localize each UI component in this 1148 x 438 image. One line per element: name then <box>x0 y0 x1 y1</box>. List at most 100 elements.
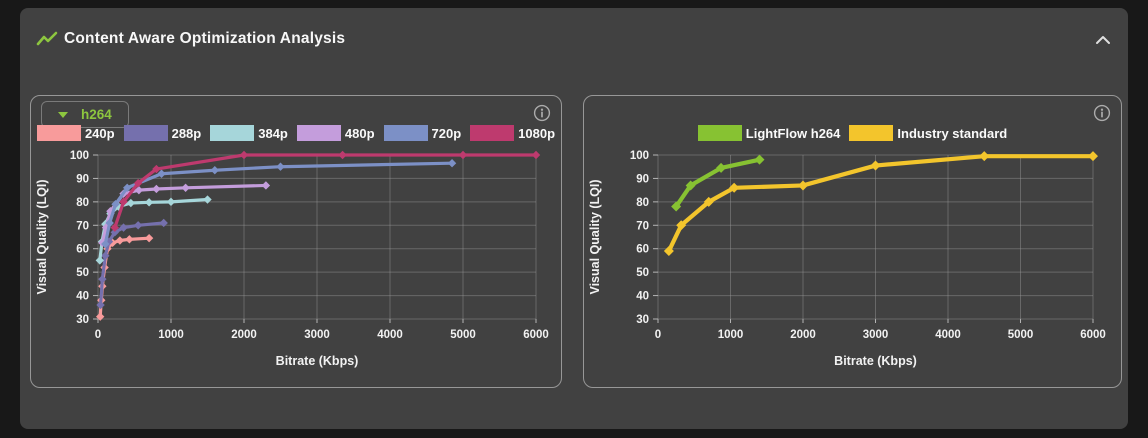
legend-item-288p[interactable]: 288p <box>123 125 202 141</box>
chevron-up-icon[interactable] <box>1092 32 1114 48</box>
x-tick-label: 4000 <box>935 329 961 341</box>
data-point[interactable] <box>126 198 136 208</box>
codec-dropdown[interactable]: h264 <box>41 101 129 128</box>
series-line-1080p[interactable] <box>113 153 538 230</box>
data-point[interactable] <box>1088 151 1098 162</box>
x-axis-label: Bitrate (Kbps) <box>834 354 917 368</box>
data-point[interactable] <box>110 223 119 232</box>
data-point[interactable] <box>798 180 808 191</box>
data-point[interactable] <box>110 228 119 237</box>
info-icon[interactable] <box>533 104 551 122</box>
left-chart[interactable]: 0 1000 2000 3000 4000 5000 6000 30 40 50 60 70 80 90 1… <box>31 144 563 391</box>
x-tick-label: 5000 <box>1008 329 1034 341</box>
data-point[interactable] <box>203 195 212 204</box>
data-point[interactable] <box>870 160 881 171</box>
data-point[interactable] <box>152 164 161 174</box>
data-point[interactable] <box>101 239 110 249</box>
data-point[interactable] <box>685 180 696 191</box>
data-point[interactable] <box>239 150 249 160</box>
legend-item-240p[interactable]: 240p <box>36 125 115 141</box>
x-tick-label: 6000 <box>1080 329 1106 341</box>
data-point[interactable] <box>671 201 682 212</box>
series-line-industry-standard[interactable] <box>666 154 1096 254</box>
data-point[interactable] <box>531 150 541 160</box>
data-point[interactable] <box>729 182 740 193</box>
legend-item-384p[interactable]: 384p <box>210 125 288 141</box>
y-tick-label: 40 <box>636 291 649 303</box>
series-markers-lightflow-h264[interactable] <box>671 154 765 212</box>
legend-label: 384p <box>258 125 288 141</box>
legend-label: 1080p <box>518 125 556 141</box>
x-axis-label: Bitrate (Kbps) <box>276 354 359 368</box>
legend-label: 288p <box>171 125 202 141</box>
x-tick-label: 5000 <box>450 329 476 341</box>
legend-label: 720p <box>431 125 462 141</box>
data-point[interactable] <box>125 235 134 244</box>
data-point[interactable] <box>95 256 105 265</box>
data-point[interactable] <box>210 166 219 175</box>
legend-item-industry-standard[interactable]: Industry standard <box>849 125 1007 141</box>
series-markers-industry-standard[interactable] <box>663 151 1098 257</box>
legend-swatch <box>697 125 742 141</box>
data-point[interactable] <box>144 233 154 243</box>
data-point[interactable] <box>115 236 125 245</box>
y-tick-label: 60 <box>636 244 649 256</box>
series-line-288p[interactable] <box>98 221 166 307</box>
x-tick-label: 4000 <box>377 329 403 341</box>
data-point[interactable] <box>111 200 120 209</box>
legend-item-720p[interactable]: 720p <box>383 125 462 141</box>
data-point[interactable] <box>119 197 128 207</box>
data-point[interactable] <box>754 154 765 165</box>
data-point[interactable] <box>101 251 110 260</box>
x-tick-label: 1000 <box>158 329 184 341</box>
data-point[interactable] <box>261 181 271 190</box>
data-point[interactable] <box>716 162 727 173</box>
data-point[interactable] <box>119 223 128 232</box>
x-tick-label: 2000 <box>790 329 816 341</box>
page-title: Content Aware Optimization Analysis <box>64 30 346 47</box>
data-point[interactable] <box>152 184 161 194</box>
legend-swatch <box>210 125 255 141</box>
data-point[interactable] <box>676 220 687 231</box>
data-point[interactable] <box>105 218 114 228</box>
y-tick-label: 90 <box>636 173 649 185</box>
data-point[interactable] <box>703 196 714 207</box>
data-point[interactable] <box>338 150 347 160</box>
trend-line-icon <box>36 31 58 46</box>
data-point[interactable] <box>96 300 105 310</box>
legend-item-1080p[interactable]: 1080p <box>470 125 555 141</box>
x-tick-label: 6000 <box>523 329 549 341</box>
data-point[interactable] <box>447 159 457 168</box>
data-point[interactable] <box>458 150 468 160</box>
x-tick-label: 1000 <box>718 329 744 341</box>
data-point[interactable] <box>95 312 105 321</box>
data-point[interactable] <box>98 274 107 284</box>
right-chart[interactable]: 0 1000 2000 3000 4000 5000 6000 30 40 50 60 70 80 90 1… <box>584 144 1123 391</box>
series-markers-1080p[interactable] <box>110 150 541 232</box>
data-point[interactable] <box>134 185 144 195</box>
legend-swatch <box>36 125 81 141</box>
legend-item-480p[interactable]: 480p <box>296 125 375 141</box>
data-point[interactable] <box>979 151 990 162</box>
data-point[interactable] <box>159 218 168 228</box>
data-point[interactable] <box>133 221 143 230</box>
y-tick-label: 100 <box>630 150 649 162</box>
series-line-lightflow-h264[interactable] <box>674 157 762 209</box>
data-point[interactable] <box>663 246 674 257</box>
data-point[interactable] <box>181 183 190 192</box>
legend-item-lightflow-h264[interactable]: LightFlow h264 <box>697 125 840 141</box>
legend-swatch <box>849 125 894 141</box>
data-point[interactable] <box>144 198 154 207</box>
data-point[interactable] <box>123 183 132 192</box>
series-markers-288p[interactable] <box>96 218 168 310</box>
x-tick-label: 3000 <box>863 329 889 341</box>
info-icon[interactable] <box>1093 104 1111 122</box>
y-tick-label: 100 <box>70 150 89 162</box>
y-axis-label: Visual Quality (LQI) <box>35 179 49 294</box>
right-chart-canvas: 0 1000 2000 3000 4000 5000 6000 30 40 50 60 70 80 90 1… <box>588 150 1106 368</box>
left-chart-canvas: 0 1000 2000 3000 4000 5000 6000 30 40 50 60 70 80 90 1… <box>35 150 549 368</box>
legend-label: 480p <box>344 125 375 141</box>
data-point[interactable] <box>166 197 176 207</box>
data-point[interactable] <box>276 162 285 171</box>
x-tick-label: 2000 <box>231 329 257 341</box>
